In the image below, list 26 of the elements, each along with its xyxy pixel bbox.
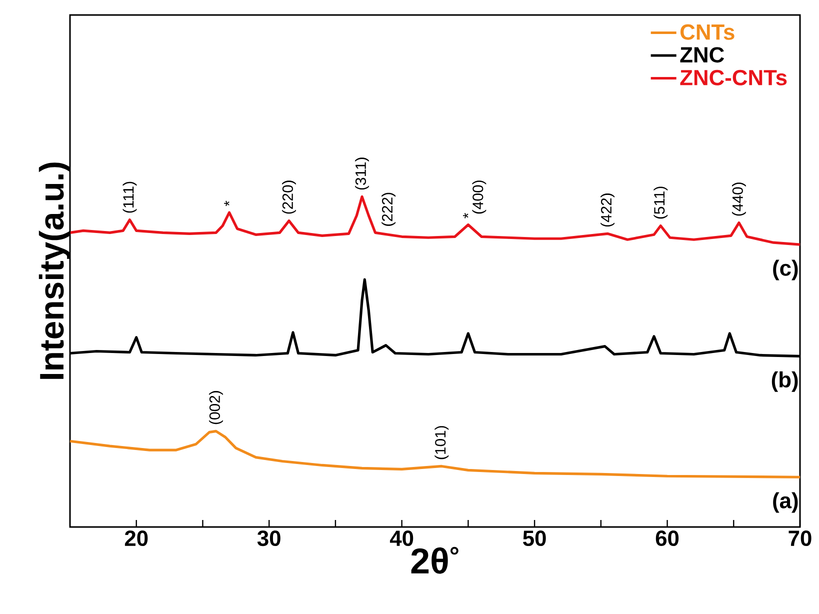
annotation: (511) [654, 186, 668, 219]
annotation: (a) [773, 492, 798, 513]
x-tick-label: 40 [390, 530, 414, 546]
x-tick-label: 20 [124, 530, 148, 546]
annotation: (220) [282, 180, 296, 214]
y-axis-title: Intensity(a.u.) [38, 162, 70, 379]
annotation: * [224, 200, 230, 206]
x-tick-label: 30 [257, 530, 280, 546]
x-axis-title: 2θ$^{°}$ [411, 546, 458, 574]
annotation: (311) [355, 158, 369, 190]
annotation: (440) [732, 182, 746, 216]
x-tick-label: 70 [788, 530, 812, 546]
annotation: (b) [772, 371, 798, 392]
annotation: (c) [773, 260, 798, 280]
x-tick-label: 60 [656, 530, 679, 546]
annotation: (400) [472, 180, 486, 214]
annotation: (422) [600, 194, 615, 227]
legend-label: CNTs [680, 24, 734, 40]
annotation: (101) [434, 426, 449, 460]
annotation: * [463, 212, 468, 218]
annotation: (002) [209, 391, 223, 424]
legend-label: ZNC-CNTs [680, 70, 787, 86]
x-tick-label: 50 [523, 530, 546, 546]
annotation: (222) [382, 192, 396, 226]
legend-label: ZNC [680, 47, 724, 63]
annotation: (111) [122, 182, 137, 213]
